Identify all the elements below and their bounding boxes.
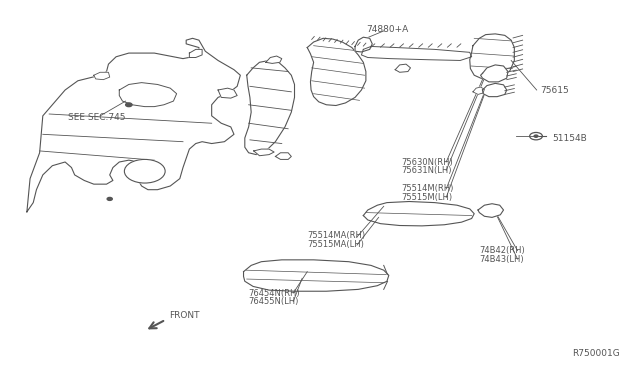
Text: 75514MA(RH): 75514MA(RH): [307, 231, 365, 240]
Text: 75631N(LH): 75631N(LH): [401, 166, 452, 175]
Text: 75630N(RH): 75630N(RH): [401, 157, 453, 167]
Text: 76455N(LH): 76455N(LH): [248, 297, 299, 306]
Polygon shape: [355, 37, 372, 52]
Polygon shape: [395, 64, 410, 72]
Text: 74B42(RH): 74B42(RH): [479, 246, 525, 255]
Polygon shape: [483, 83, 507, 97]
Text: 76454N(RH): 76454N(RH): [248, 289, 300, 298]
Circle shape: [124, 160, 165, 183]
Text: 75515MA(LH): 75515MA(LH): [307, 240, 364, 249]
Text: 51154B: 51154B: [552, 134, 588, 142]
Polygon shape: [94, 72, 109, 80]
Polygon shape: [275, 153, 291, 160]
Text: SEE SEC.745: SEE SEC.745: [68, 113, 126, 122]
Polygon shape: [27, 38, 241, 212]
Polygon shape: [473, 87, 484, 94]
Polygon shape: [307, 38, 366, 106]
Polygon shape: [470, 34, 515, 80]
Polygon shape: [253, 149, 274, 156]
Polygon shape: [245, 61, 294, 155]
Text: R750001G: R750001G: [572, 349, 620, 358]
Text: 75514M(RH): 75514M(RH): [401, 185, 454, 193]
Polygon shape: [362, 46, 472, 61]
Circle shape: [107, 198, 112, 201]
Polygon shape: [481, 65, 508, 82]
Circle shape: [534, 135, 538, 137]
Polygon shape: [266, 56, 282, 63]
Polygon shape: [244, 260, 389, 291]
Polygon shape: [218, 88, 237, 98]
Text: 75515M(LH): 75515M(LH): [401, 193, 452, 202]
Text: FRONT: FRONT: [169, 311, 200, 320]
Polygon shape: [364, 202, 474, 226]
Circle shape: [125, 103, 132, 107]
Text: 74880+A: 74880+A: [366, 25, 408, 33]
Polygon shape: [189, 49, 202, 58]
Polygon shape: [478, 204, 504, 217]
Text: 75615: 75615: [540, 86, 568, 94]
Text: 74B43(LH): 74B43(LH): [479, 254, 524, 264]
